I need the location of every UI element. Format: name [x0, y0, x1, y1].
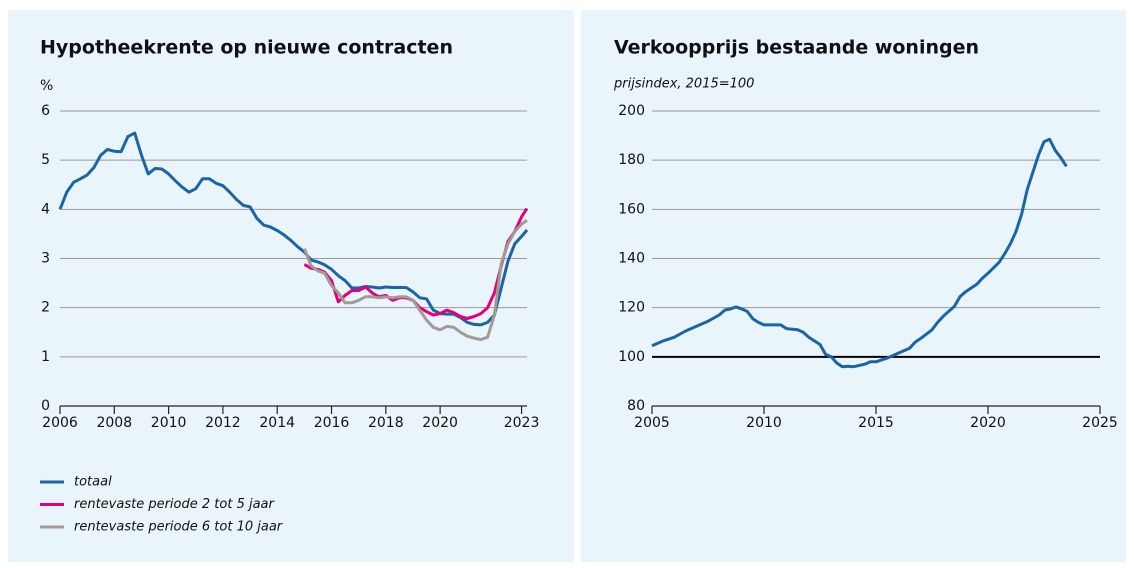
y-tick-label: 5	[41, 152, 50, 168]
x-tick-label: 2012	[205, 415, 241, 431]
panel	[8, 10, 574, 562]
x-tick-label: 2016	[314, 415, 350, 431]
x-tick-label: 2020	[970, 415, 1006, 431]
x-tick-label: 2018	[368, 415, 404, 431]
y-tick-label: 120	[618, 300, 645, 316]
panel	[581, 10, 1126, 562]
chart-title: Verkoopprijs bestaande woningen	[614, 37, 979, 59]
legend-label: rentevaste periode 2 tot 5 jaar	[74, 497, 276, 512]
y-tick-label: 200	[618, 103, 645, 119]
y-tick-label: 1	[41, 349, 50, 365]
x-tick-label: 2010	[746, 415, 782, 431]
x-tick-label: 2015	[858, 415, 894, 431]
y-tick-label: 0	[41, 398, 50, 414]
y-axis-label: %	[40, 78, 53, 94]
x-tick-label: 2020	[422, 415, 458, 431]
x-tick-label: 2010	[151, 415, 187, 431]
x-tick-label: 2014	[259, 415, 295, 431]
x-tick-label: 2025	[1082, 415, 1118, 431]
legend-label: totaal	[74, 475, 112, 490]
y-tick-label: 6	[41, 103, 50, 119]
legend-label: rentevaste periode 6 tot 10 jaar	[74, 520, 284, 535]
series-line	[303, 218, 528, 342]
y-tick-label: 2	[41, 300, 50, 316]
y-tick-label: 180	[618, 152, 645, 168]
y-tick-label: 100	[618, 349, 645, 365]
y-tick-label: 4	[41, 201, 50, 217]
chart-title: Hypotheekrente op nieuwe contracten	[40, 37, 453, 59]
y-tick-label: 160	[618, 201, 645, 217]
y-tick-label: 140	[618, 251, 645, 267]
series-line	[651, 137, 1068, 369]
x-tick-label: 2008	[96, 415, 132, 431]
chart-subtitle: prijsindex, 2015=100	[613, 77, 754, 92]
y-tick-label: 3	[41, 251, 50, 267]
series-line	[58, 131, 529, 327]
x-tick-label: 2023	[504, 415, 540, 431]
x-tick-label: 2006	[42, 415, 78, 431]
y-tick-label: 80	[627, 398, 645, 414]
x-tick-label: 2005	[634, 415, 670, 431]
